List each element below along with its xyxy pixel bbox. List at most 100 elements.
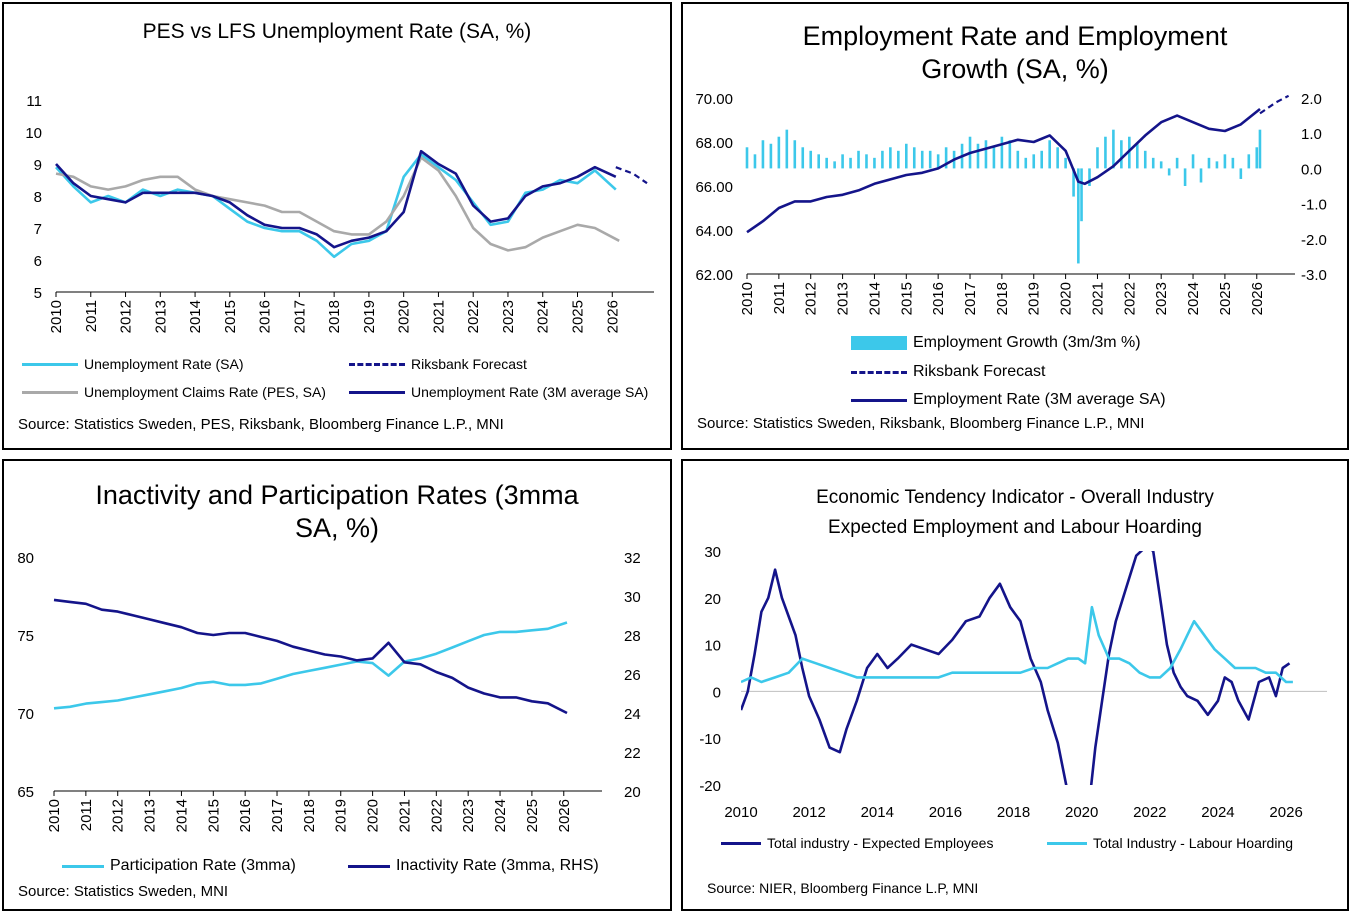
x-tick-label: 2025 <box>570 300 587 333</box>
growth-bar <box>1151 157 1155 169</box>
growth-bar <box>944 147 948 169</box>
x-tick-label: 2026 <box>604 300 621 333</box>
tendency-chart: -20 -10 0 10 20 30 2010 2012 2014 2016 2018 2020 202… <box>699 544 1327 821</box>
y-left-tick-label: 68.00 <box>695 135 733 152</box>
y-right-tick-label: 24 <box>624 706 641 723</box>
growth-bar <box>1215 161 1219 169</box>
x-tick-label: 2020 <box>1058 282 1075 315</box>
growth-bar <box>1032 154 1036 169</box>
x-tick-label: 2016 <box>257 300 274 333</box>
growth-bar <box>1096 147 1099 169</box>
x-tick-label: 2018 <box>326 300 343 333</box>
legend-label: Riksbank Forecast <box>913 363 1046 380</box>
growth-bar <box>785 129 789 169</box>
chart-title: Inactivity and Participation Rates (3mma… <box>95 480 579 543</box>
x-tick-label: 2010 <box>724 804 757 821</box>
growth-bar <box>849 157 852 169</box>
y-left-tick-label: 65 <box>17 784 34 801</box>
growth-bar <box>817 154 820 169</box>
y-right-tick-label: 32 <box>624 550 641 567</box>
growth-bar <box>889 147 892 169</box>
x-tick-label: 2024 <box>1201 804 1234 821</box>
growth-bar <box>1258 129 1262 169</box>
growth-bar <box>992 147 996 169</box>
y-left-tick-label: 80 <box>17 550 34 567</box>
y-right-tick-label: -1.0 <box>1301 197 1327 214</box>
legend-swatch-dash <box>349 362 405 366</box>
legend-label: Total industry - Expected Employees <box>767 835 994 851</box>
growth-bar <box>1175 157 1179 169</box>
source-note: Source: Statistics Sweden, PES, Riksbank… <box>18 416 504 433</box>
legend-item: Employment Rate (3M average SA) <box>851 391 1166 409</box>
chart-title: Economic Tendency Indicator - Overall In… <box>816 487 1214 538</box>
y-right-tick-label: 20 <box>624 784 641 801</box>
x-tick-label: 2015 <box>898 282 915 315</box>
series-line <box>55 156 620 252</box>
x-tick-label: 2021 <box>430 300 447 333</box>
legend-swatch-dash <box>851 370 907 374</box>
growth-bar <box>1048 140 1051 169</box>
series-line <box>741 605 1293 684</box>
source-note: Source: NIER, Bloomberg Finance L.P, MNI <box>707 880 979 896</box>
x-tick-label: 2013 <box>152 300 169 333</box>
x-tick-label: 2024 <box>1185 282 1202 315</box>
tendency-chart-panel: Economic Tendency Indicator - Overall In… <box>681 459 1349 911</box>
x-tick-label: 2026 <box>556 799 573 832</box>
growth-bar <box>1080 168 1083 222</box>
x-tick-label: 2019 <box>333 799 350 832</box>
legend-label: Unemployment Rate (SA) <box>84 356 244 372</box>
y-tick-label: 9 <box>34 157 42 174</box>
legend-item: Total industry - Expected Employees <box>721 835 993 851</box>
growth-bar <box>928 150 932 169</box>
growth-bar <box>825 157 828 169</box>
x-tick-label: 2015 <box>205 799 222 832</box>
x-tick-label: 2022 <box>1133 804 1166 821</box>
legend-item: Unemployment Claims Rate (PES, SA) <box>22 384 326 400</box>
series-line <box>741 551 1291 785</box>
source-note: Source: Statistics Sweden, Riksbank, Blo… <box>697 415 1145 432</box>
growth-bar <box>905 143 908 169</box>
x-tick-label: 2025 <box>524 799 541 832</box>
growth-bar <box>745 147 749 169</box>
x-tick-label: 2012 <box>803 282 820 315</box>
x-tick-label: 2018 <box>301 799 318 832</box>
x-tick-label: 2012 <box>110 799 127 832</box>
y-right-tick-label: 30 <box>624 589 641 606</box>
x-tick-label: 2025 <box>1217 282 1234 315</box>
growth-bar <box>1135 143 1139 169</box>
y-right-tick-label: -2.0 <box>1301 232 1327 249</box>
x-tick-label: 2022 <box>465 300 482 333</box>
legend-swatch-bar <box>851 336 907 350</box>
legend-swatch-dark <box>851 398 907 402</box>
x-tick-label: 2011 <box>83 300 100 332</box>
y-tick-label: 7 <box>34 221 42 238</box>
growth-bar <box>1255 147 1259 169</box>
growth-bar <box>793 140 797 169</box>
growth-bar <box>1223 154 1227 169</box>
legend-label: Employment Rate (3M average SA) <box>913 391 1166 408</box>
legend-item: Participation Rate (3mma) <box>62 857 296 875</box>
growth-bar <box>1167 168 1171 176</box>
legend-item: Unemployment Rate (3M average SA) <box>349 384 648 400</box>
series-line <box>1259 94 1290 115</box>
x-tick-label: 2014 <box>187 300 204 333</box>
series-line <box>746 107 1261 234</box>
y-tick-label: 10 <box>704 638 721 655</box>
unemployment-chart-panel: PES vs LFS Unemployment Rate (SA, %) 5 6 7… <box>2 2 672 450</box>
legend-label: Total Industry - Labour Hoarding <box>1093 835 1293 851</box>
growth-bar <box>1199 168 1203 183</box>
y-left-tick-label: 62.00 <box>695 267 733 284</box>
legend-item: Unemployment Rate (SA) <box>22 356 244 372</box>
chart-title: PES vs LFS Unemployment Rate (SA, %) <box>142 20 532 43</box>
y-tick-label: -20 <box>699 778 721 795</box>
growth-bar <box>1088 168 1091 186</box>
y-tick-label: 10 <box>25 125 42 142</box>
x-tick-label: 2015 <box>222 300 239 333</box>
legend-swatch-light <box>22 362 78 366</box>
growth-bar <box>761 140 765 169</box>
y-left-tick-label: 64.00 <box>695 223 733 240</box>
x-tick-label: 2023 <box>500 300 517 333</box>
x-tick-label: 2026 <box>1249 282 1266 315</box>
growth-bar <box>801 147 805 169</box>
